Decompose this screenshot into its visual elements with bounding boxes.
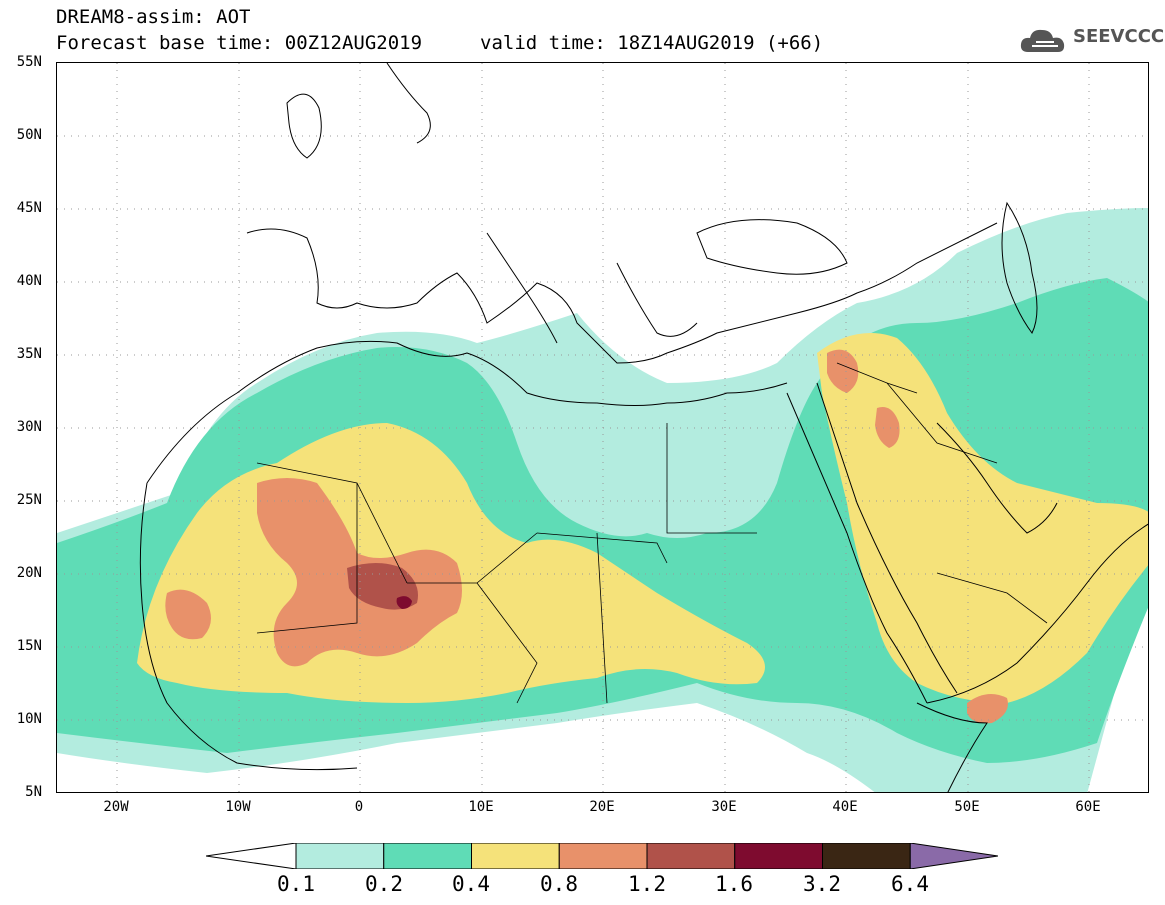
aot-level-0.8-c: [827, 349, 859, 393]
colorbar-segment: [383, 843, 472, 869]
lat-label: 50N: [16, 127, 42, 143]
colorbar-segment: [822, 843, 911, 869]
colorbar-label: 6.4: [891, 872, 929, 896]
lat-label: 30N: [16, 419, 42, 435]
colorbar-high-arrow: [909, 843, 998, 869]
aot-level-1.6: [396, 596, 412, 609]
lat-label: 10N: [16, 711, 42, 727]
lon-label: 10E: [468, 799, 494, 815]
colorbar-label: 0.8: [540, 872, 578, 896]
lat-label: 45N: [16, 200, 42, 216]
colorbar-segment: [558, 843, 648, 869]
cloud-icon: [1020, 29, 1065, 52]
map-area: [56, 62, 1149, 793]
colorbar-label: 3.2: [803, 872, 841, 896]
lat-label: 20N: [16, 565, 42, 581]
coastlines: [139, 63, 1148, 792]
lon-label: 40E: [832, 799, 858, 815]
colorbar-label: 0.4: [452, 872, 490, 896]
lat-label: 5N: [25, 784, 42, 800]
aot-level-0.8-b: [165, 589, 211, 640]
lon-label: 20W: [103, 799, 129, 815]
lat-label: 55N: [16, 54, 42, 70]
aot-map: [57, 63, 1148, 792]
colorbar-segment: [295, 843, 385, 869]
lat-label: 15N: [16, 638, 42, 654]
lat-label: 35N: [16, 346, 42, 362]
colorbar-label: 1.6: [715, 872, 753, 896]
colorbar-label: 1.2: [628, 872, 666, 896]
lon-label: 0: [354, 799, 364, 815]
chart-title: DREAM8-assim: AOT: [56, 6, 251, 28]
aot-level-0.8-d: [875, 407, 900, 448]
seevccc-logo: SEEVCCC: [1018, 22, 1164, 58]
lon-label: 20E: [589, 799, 615, 815]
aot-level-0.8-e: [967, 694, 1008, 724]
forecast-base-time: Forecast base time: 00Z12AUG2019: [56, 32, 423, 54]
colorbar: [206, 843, 998, 869]
colorbar-segment: [471, 843, 560, 869]
valid-time: valid time: 18Z14AUG2019 (+66): [480, 32, 824, 54]
colorbar-label: 0.2: [365, 872, 403, 896]
lon-label: 50E: [954, 799, 980, 815]
lat-label: 25N: [16, 492, 42, 508]
lon-label: 60E: [1075, 799, 1101, 815]
colorbar-segment: [734, 843, 823, 869]
colorbar-segment: [646, 843, 736, 869]
logo-text: SEEVCCC: [1073, 26, 1165, 47]
lat-label: 40N: [16, 273, 42, 289]
colorbar-label: 0.1: [277, 872, 315, 896]
borders: [256, 362, 1048, 704]
lon-label: 30E: [711, 799, 737, 815]
colorbar-low-arrow: [206, 843, 297, 869]
lon-label: 10W: [225, 799, 251, 815]
